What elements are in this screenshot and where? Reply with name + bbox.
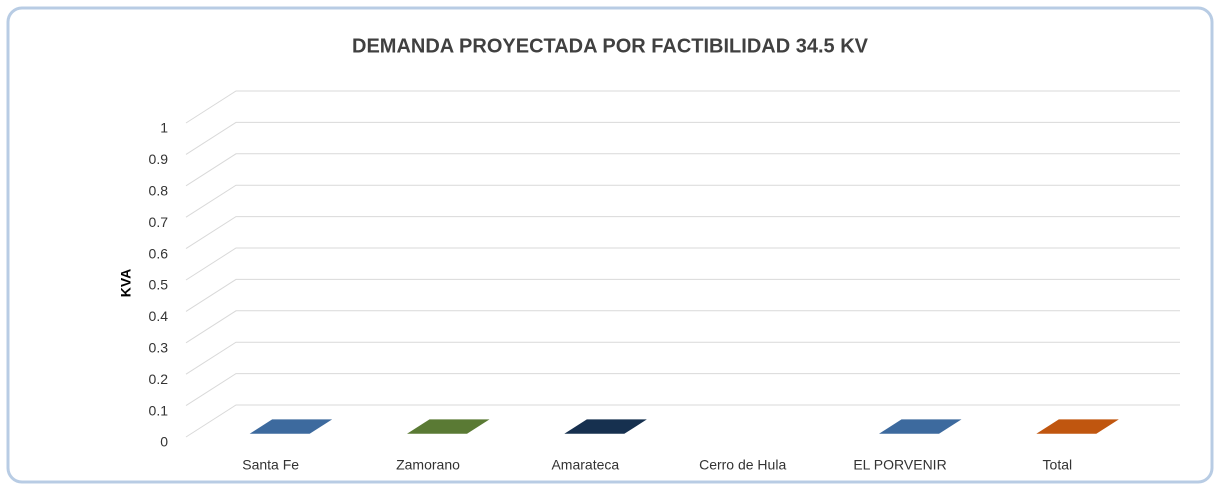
y-tick-label: 0.6 [149,245,169,261]
x-tick-label: Amarateca [551,457,619,473]
grid-line [185,153,1180,187]
y-axis-title: KVA [118,269,134,298]
bar-top [879,419,962,434]
y-tick-label: 0.3 [149,340,169,356]
bar-top [407,419,490,434]
grid-line [185,404,1180,438]
y-tick-label: 0.7 [149,214,169,230]
x-tick-label: EL PORVENIR [853,457,946,473]
grid-line [185,184,1180,218]
y-tick-label: 0.9 [149,151,169,167]
x-tick-label: Santa Fe [242,457,299,473]
grid-line [185,310,1180,344]
y-tick-label: 1 [160,120,168,136]
y-tick-label: 0.1 [149,402,169,418]
grid-line [185,247,1180,281]
y-tick-label: 0.4 [149,308,169,324]
x-tick-label: Zamorano [396,457,460,473]
y-tick-label: 0.2 [149,371,169,387]
grid-line [185,90,1180,124]
y-tick-label: 0.8 [149,183,169,199]
grid-line [185,373,1180,407]
grid-line [185,121,1180,155]
x-tick-label: Cerro de Hula [699,457,786,473]
y-tick-label: 0.5 [149,277,169,293]
grid-line [185,216,1180,250]
y-tick-label: 0 [160,434,168,450]
bar-top [249,419,333,434]
x-tick-label: Total [1043,457,1073,473]
grid-line [185,341,1180,375]
bar-top [564,419,647,434]
grid-line [185,278,1180,312]
chart-frame [6,6,1214,484]
chart-title: DEMANDA PROYECTADA POR FACTIBILIDAD 34.5… [352,35,869,57]
bar-top [1036,419,1119,434]
